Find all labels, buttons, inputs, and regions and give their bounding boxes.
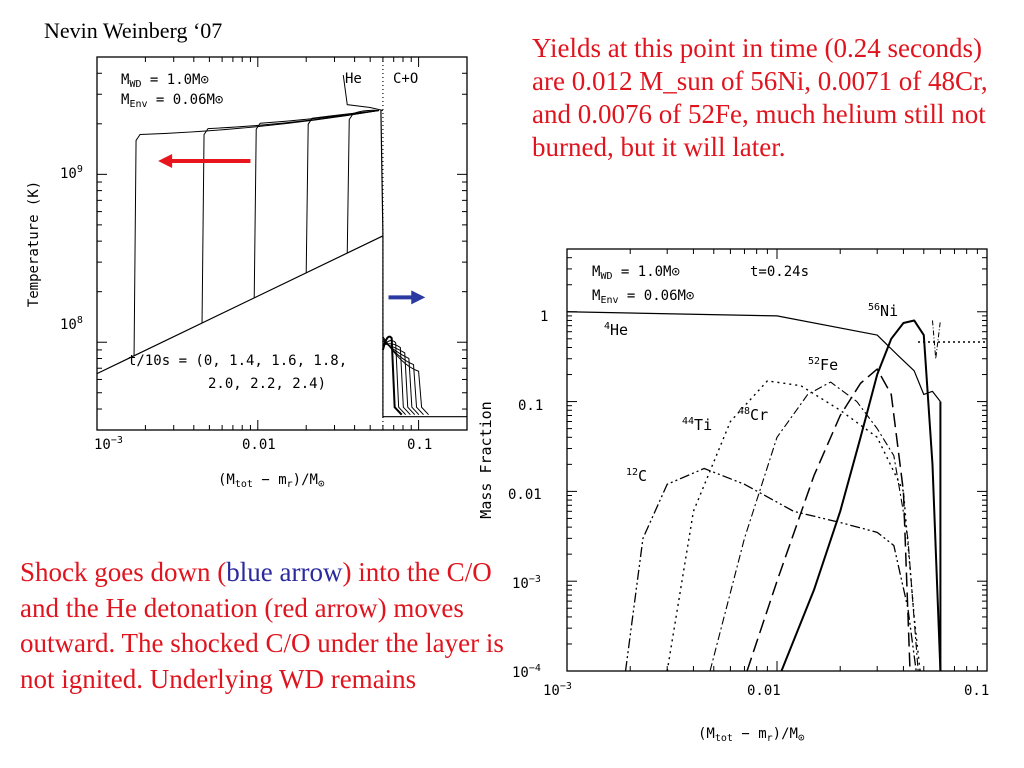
temperature-chart-frame: [96, 56, 468, 431]
series-label-cr48: 48Cr: [738, 406, 768, 424]
envelope-edge-detail: [931, 320, 941, 359]
shocked-co-profile: [382, 342, 416, 416]
mf-xtick-label-0: 10−3: [543, 681, 572, 699]
detonation-profile: [305, 110, 379, 273]
shock-note-arrow-word: arrow: [279, 557, 343, 587]
detonation-profile: [253, 110, 379, 298]
shocked-co-profile: [382, 338, 424, 416]
co-base-line: [380, 110, 467, 418]
temperature-chart: MWD = 1.0M⊙ MEnv = 0.06M⊙ He C+O t/10s =…: [26, 56, 468, 490]
series-line-56Ni: [780, 319, 942, 672]
series-label-he4: 4He: [604, 321, 628, 339]
times-label-line2: 2.0, 2.2, 2.4): [208, 376, 326, 392]
yields-note: Yields at this point in time (0.24 secon…: [532, 33, 988, 162]
red-arrow-head: [158, 154, 173, 169]
region-he-label: He: [345, 71, 362, 87]
temp-ytick-label-0: 109: [60, 164, 83, 182]
mf-ytick-label-2: 0.01: [508, 487, 542, 503]
temperature-chart-ticks: [96, 56, 468, 431]
series-label-c12: 12C: [626, 467, 647, 485]
series-line-12C: [624, 467, 917, 672]
mwd-annotation: MWD = 1.0M⊙: [121, 72, 209, 90]
series-line-52Fe: [746, 368, 911, 672]
series-line-44Ti: [666, 380, 921, 672]
mf-xtick-label-2: 0.1: [964, 683, 989, 699]
shock-note-part1: Shock goes down (: [20, 557, 227, 587]
series-line-48Cr: [709, 381, 919, 672]
temperature-chart-curves: [96, 75, 467, 418]
initial-profile: [342, 75, 384, 111]
blue-arrow-head: [411, 290, 426, 305]
series-label-ti44: 44Ti: [682, 416, 712, 434]
mf-time-annotation: t=0.24s: [750, 264, 809, 280]
temp-ytick-label-1: 108: [60, 315, 83, 333]
shocked-co-profile: [382, 340, 420, 416]
envelope-base-line: [96, 235, 384, 375]
series-line-4He: [566, 311, 941, 402]
temp-xtick-label-2: 0.1: [407, 437, 432, 453]
temperature-chart-arrows: [158, 154, 426, 305]
detonation-profile: [346, 109, 379, 254]
mf-ytick-label-0: 1: [540, 309, 548, 325]
series-label-fe52: 52Fe: [808, 356, 838, 374]
mf-xlabel: (Mtot − mr)/M⊙: [698, 726, 805, 744]
mf-menv-annotation: MEnv = 0.06M⊙: [592, 288, 695, 306]
detonation-profile: [201, 110, 380, 324]
mf-ytick-label-3: 10−3: [512, 574, 541, 592]
temp-xlabel: (Mtot − mr)/M⊙: [218, 472, 325, 490]
mf-ytick-label-1: 0.1: [518, 398, 543, 414]
shocked-co-profile: [382, 336, 429, 416]
temp-xtick-label-1: 0.01: [242, 437, 276, 453]
mf-mwd-annotation: MWD = 1.0M⊙: [592, 264, 680, 282]
mass-fraction-chart-ticks: [566, 248, 988, 672]
shock-note: Shock goes down (blue arrow) into the C/…: [20, 555, 515, 697]
shock-note-part2: ) into the C/O and the He detonation (re…: [20, 557, 504, 694]
shocked-co-profile: [382, 343, 411, 416]
mass-fraction-chart-frame: [566, 248, 988, 672]
menv-annotation: MEnv = 0.06M⊙: [121, 92, 224, 110]
temp-ylabel: Temperature (K): [26, 181, 42, 307]
author-credit: Nevin Weinberg ‘07: [44, 18, 223, 43]
mass-fraction-chart: MWD = 1.0M⊙ t=0.24s MEnv = 0.06M⊙ 4He 56…: [477, 248, 989, 744]
series-label-ni56: 56Ni: [868, 302, 898, 320]
temp-xtick-label-0: 10−3: [94, 435, 123, 453]
mass-fraction-chart-curves: [566, 311, 942, 672]
mf-xtick-label-1: 0.01: [747, 683, 781, 699]
shock-note-blue-word: blue: [226, 557, 273, 587]
region-co-label: C+O: [393, 71, 418, 87]
mf-ytick-label-4: 10−4: [512, 663, 541, 681]
mf-ylabel: Mass Fraction: [477, 401, 495, 518]
times-label-line1: t/10s = (0, 1.4, 1.6, 1.8,: [128, 353, 347, 369]
